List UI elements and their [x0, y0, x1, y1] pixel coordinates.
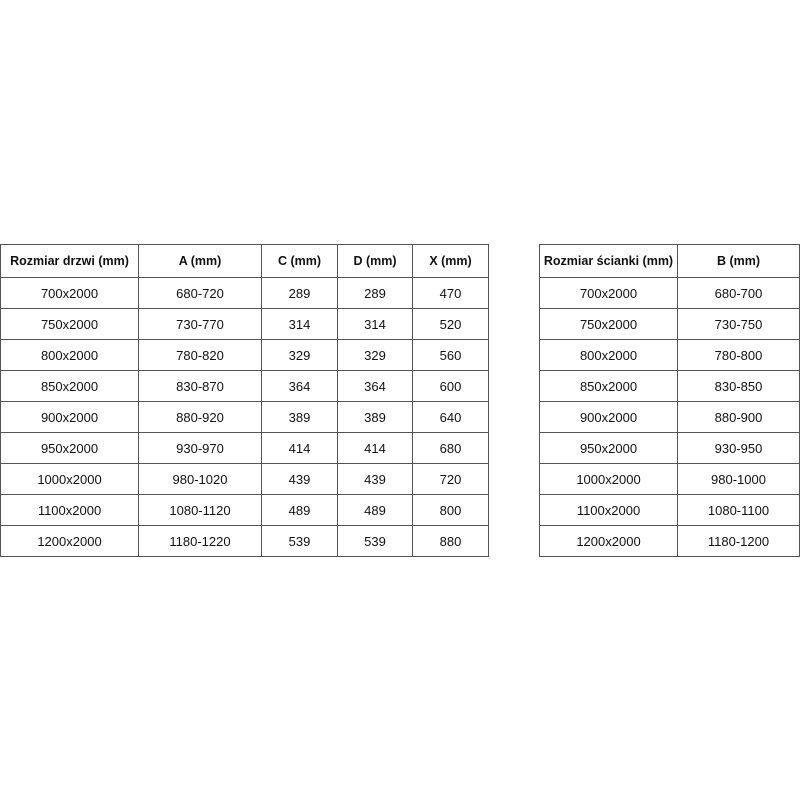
- table-cell: 880: [412, 525, 489, 557]
- table-header-row: Rozmiar ścianki (mm) B (mm): [539, 244, 800, 278]
- table-row: 1000x2000 980-1000: [539, 463, 800, 495]
- table-cell: 640: [412, 401, 489, 433]
- table-cell: 850x2000: [0, 370, 139, 402]
- table-cell: 750x2000: [0, 308, 139, 340]
- table-cell: 489: [261, 494, 338, 526]
- table-cell: 800x2000: [539, 339, 678, 371]
- table-cell: 1080-1100: [677, 494, 800, 526]
- table-cell: 950x2000: [539, 432, 678, 464]
- table-cell: 980-1020: [138, 463, 262, 495]
- table-cell: 880-920: [138, 401, 262, 433]
- table-cell: 600: [412, 370, 489, 402]
- table-row: 1000x2000 980-1020 439 439 720: [0, 463, 489, 495]
- table-cell: 389: [337, 401, 413, 433]
- table-cell: 1080-1120: [138, 494, 262, 526]
- table-cell: 720: [412, 463, 489, 495]
- table-cell: 680-720: [138, 277, 262, 309]
- column-header: C (mm): [261, 244, 338, 278]
- column-header: D (mm): [337, 244, 413, 278]
- table-row: 700x2000 680-700: [539, 277, 800, 309]
- column-header: B (mm): [677, 244, 800, 278]
- table-cell: 830-870: [138, 370, 262, 402]
- table-row: 750x2000 730-770 314 314 520: [0, 308, 489, 340]
- table-cell: 830-850: [677, 370, 800, 402]
- table-cell: 700x2000: [539, 277, 678, 309]
- table-cell: 329: [337, 339, 413, 371]
- table-cell: 930-950: [677, 432, 800, 464]
- wall-size-table: Rozmiar ścianki (mm) B (mm) 700x2000 680-7…: [539, 244, 800, 557]
- table-cell: 900x2000: [0, 401, 139, 433]
- table-cell: 850x2000: [539, 370, 678, 402]
- table-cell: 780-820: [138, 339, 262, 371]
- table-cell: 680-700: [677, 277, 800, 309]
- table-cell: 1180-1200: [677, 525, 800, 557]
- table-cell: 489: [337, 494, 413, 526]
- table-cell: 329: [261, 339, 338, 371]
- table-row: 950x2000 930-970 414 414 680: [0, 432, 489, 464]
- table-cell: 414: [261, 432, 338, 464]
- table-cell: 1000x2000: [539, 463, 678, 495]
- table-cell: 780-800: [677, 339, 800, 371]
- table-cell: 539: [337, 525, 413, 557]
- column-header: A (mm): [138, 244, 262, 278]
- column-header: Rozmiar ścianki (mm): [539, 244, 678, 278]
- table-cell: 1200x2000: [0, 525, 139, 557]
- table-header-row: Rozmiar drzwi (mm) A (mm) C (mm) D (mm) X (m…: [0, 244, 489, 278]
- table-cell: 314: [261, 308, 338, 340]
- table-cell: 389: [261, 401, 338, 433]
- table-row: 1100x2000 1080-1100: [539, 494, 800, 526]
- table-row: 900x2000 880-920 389 389 640: [0, 401, 489, 433]
- table-row: 1200x2000 1180-1220 539 539 880: [0, 525, 489, 557]
- table-cell: 470: [412, 277, 489, 309]
- table-cell: 1000x2000: [0, 463, 139, 495]
- table-row: 900x2000 880-900: [539, 401, 800, 433]
- table-cell: 1200x2000: [539, 525, 678, 557]
- table-row: 800x2000 780-820 329 329 560: [0, 339, 489, 371]
- table-row: 700x2000 680-720 289 289 470: [0, 277, 489, 309]
- table-row: 850x2000 830-870 364 364 600: [0, 370, 489, 402]
- table-cell: 800: [412, 494, 489, 526]
- table-cell: 414: [337, 432, 413, 464]
- table-cell: 439: [261, 463, 338, 495]
- table-cell: 730-770: [138, 308, 262, 340]
- table-row: 750x2000 730-750: [539, 308, 800, 340]
- table-cell: 289: [261, 277, 338, 309]
- table-row: 1200x2000 1180-1200: [539, 525, 800, 557]
- table-cell: 1100x2000: [539, 494, 678, 526]
- table-cell: 364: [337, 370, 413, 402]
- table-row: 950x2000 930-950: [539, 432, 800, 464]
- table-cell: 930-970: [138, 432, 262, 464]
- table-cell: 680: [412, 432, 489, 464]
- table-row: 800x2000 780-800: [539, 339, 800, 371]
- table-cell: 520: [412, 308, 489, 340]
- table-cell: 439: [337, 463, 413, 495]
- table-cell: 1100x2000: [0, 494, 139, 526]
- table-cell: 1180-1220: [138, 525, 262, 557]
- table-cell: 900x2000: [539, 401, 678, 433]
- table-row: 1100x2000 1080-1120 489 489 800: [0, 494, 489, 526]
- table-cell: 560: [412, 339, 489, 371]
- table-cell: 750x2000: [539, 308, 678, 340]
- table-cell: 289: [337, 277, 413, 309]
- table-cell: 880-900: [677, 401, 800, 433]
- table-row: 850x2000 830-850: [539, 370, 800, 402]
- table-cell: 980-1000: [677, 463, 800, 495]
- door-size-table: Rozmiar drzwi (mm) A (mm) C (mm) D (mm) X (m…: [0, 244, 489, 557]
- table-cell: 314: [337, 308, 413, 340]
- table-cell: 539: [261, 525, 338, 557]
- table-cell: 364: [261, 370, 338, 402]
- table-cell: 950x2000: [0, 432, 139, 464]
- table-cell: 730-750: [677, 308, 800, 340]
- column-header: X (mm): [412, 244, 489, 278]
- table-cell: 700x2000: [0, 277, 139, 309]
- table-cell: 800x2000: [0, 339, 139, 371]
- column-header: Rozmiar drzwi (mm): [0, 244, 139, 278]
